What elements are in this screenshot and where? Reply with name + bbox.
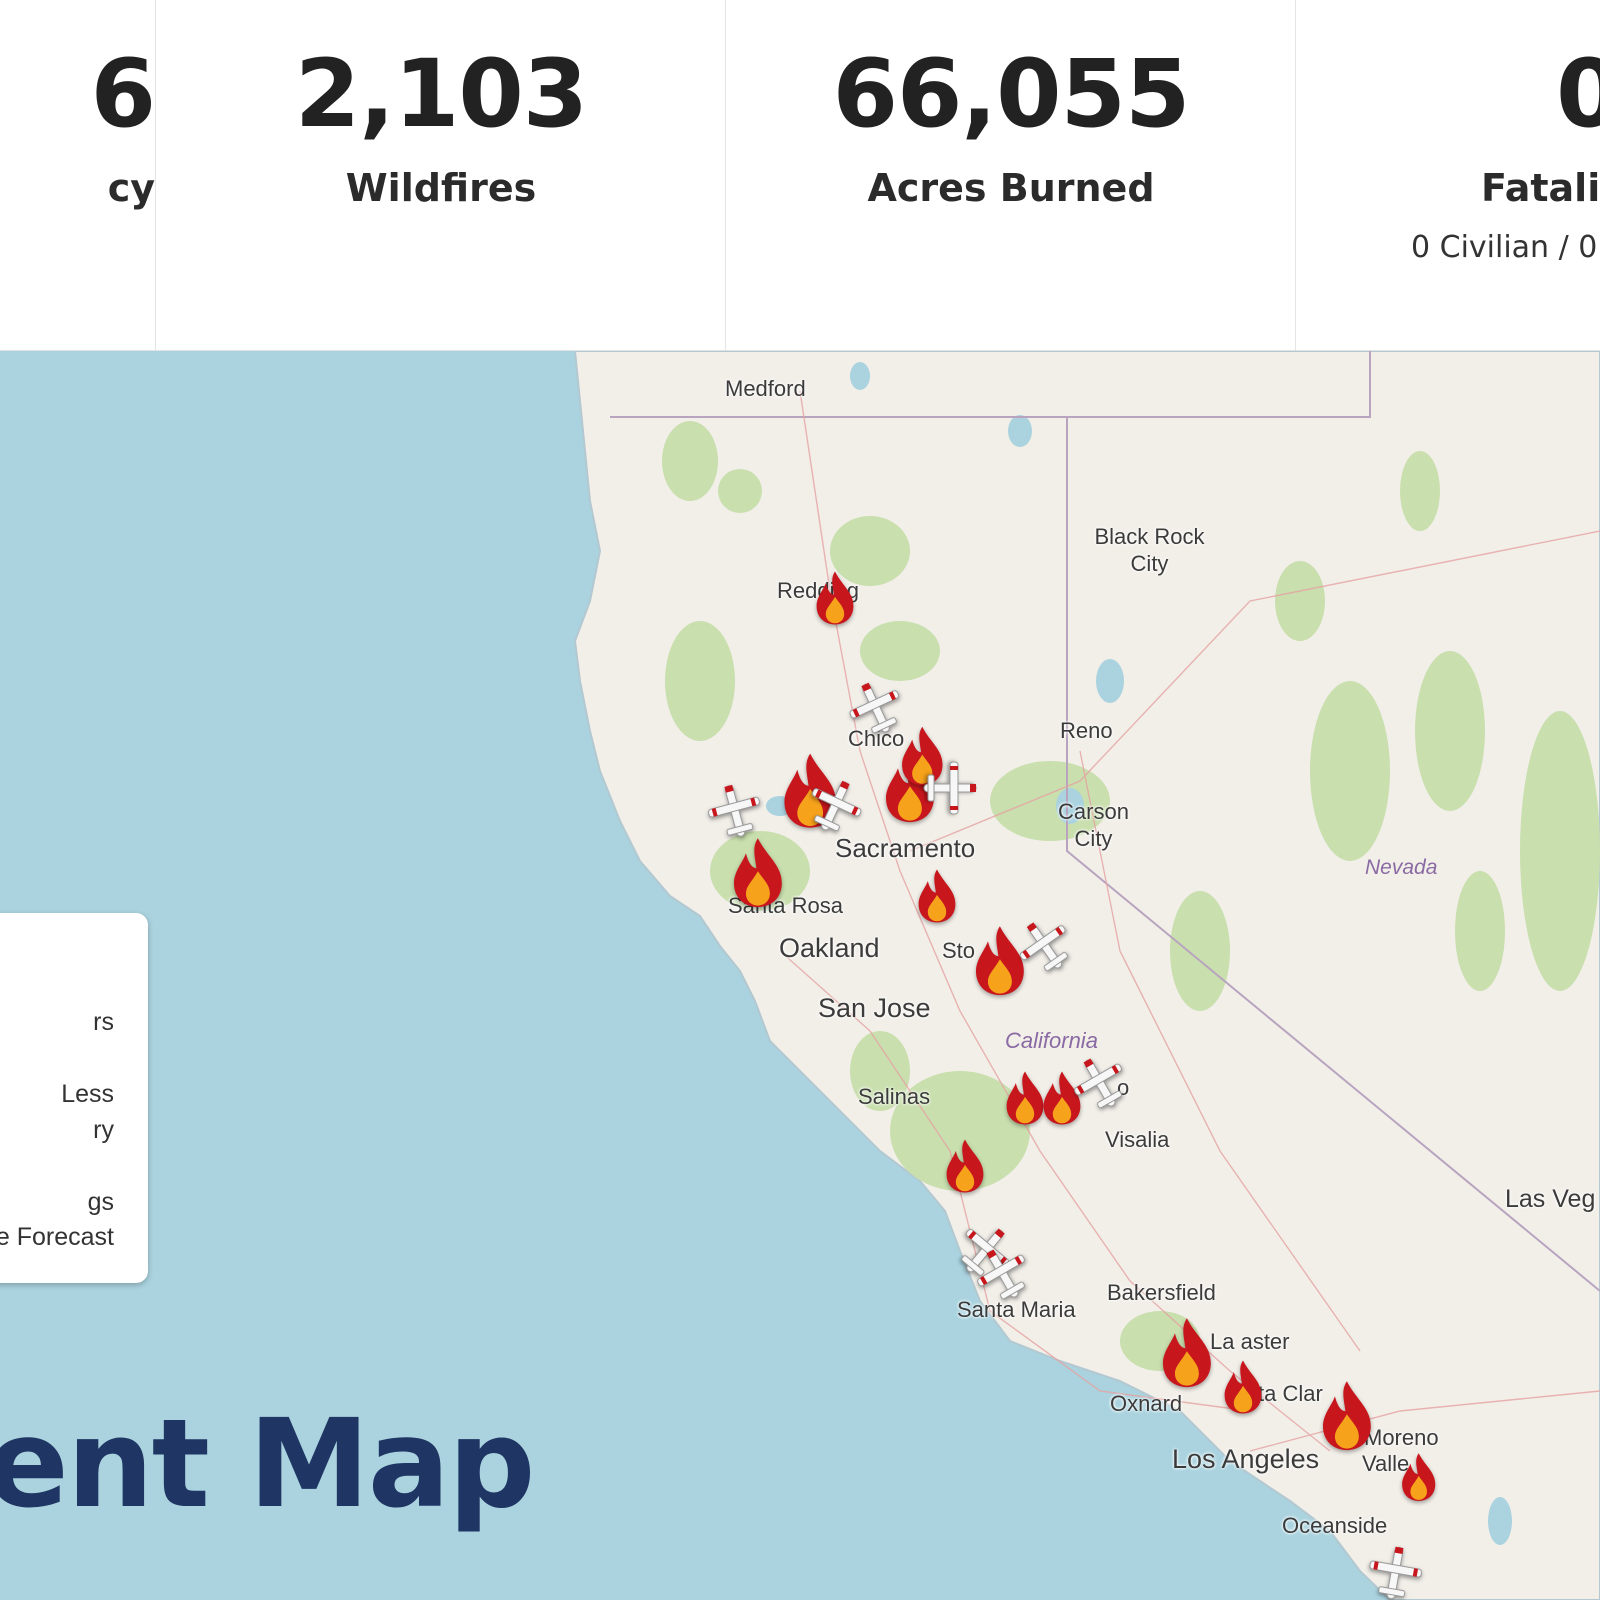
stat-fatalities: 0 Fatalit 0 Civilian / 0 (1295, 0, 1600, 350)
stat-wildfires: 2,103 Wildfires (155, 0, 726, 350)
city-label-oceanside: Oceanside (1282, 1513, 1388, 1538)
page-heading: ent Map (0, 1393, 535, 1535)
state-label-california: California (1005, 1028, 1098, 1053)
stat-value: 0 (1296, 48, 1600, 142)
city-label-salinas: Salinas (858, 1084, 931, 1109)
stat-value: 6 (90, 40, 155, 149)
stat-value: 66,055 (832, 40, 1191, 149)
fire-icon[interactable] (1039, 1069, 1085, 1127)
stats-bar: 6 cy 2,103 Wildfires 66,055 Acres Burned… (0, 0, 1600, 351)
fire-icon[interactable] (1220, 1358, 1266, 1416)
airplane-icon[interactable] (1360, 1538, 1430, 1600)
airplane-icon[interactable] (962, 1233, 1044, 1315)
city-label-moreno-valley: Valle (1362, 1451, 1410, 1476)
city-label-san-jose: San Jose (818, 993, 931, 1023)
fire-icon[interactable] (1398, 1451, 1439, 1503)
city-label-sacramento: Sacramento (835, 833, 976, 863)
airplane-icon[interactable] (1003, 904, 1087, 988)
legend-item: Less (61, 1080, 114, 1108)
legend-item: gs (87, 1188, 114, 1216)
stat-value: 2,103 (294, 40, 588, 149)
map-legend: rs Less ry gs e Forecast (0, 913, 148, 1283)
fire-icon[interactable] (942, 1137, 988, 1195)
city-label-lancaster: La aster (1210, 1329, 1290, 1354)
fire-icon[interactable] (728, 835, 788, 910)
airplane-icon[interactable] (1059, 1042, 1141, 1124)
airplane-icon[interactable] (795, 766, 875, 846)
airplane-icon[interactable] (698, 774, 771, 847)
fire-icon[interactable] (1002, 1069, 1048, 1127)
stat-acres-burned: 66,055 Acres Burned (725, 0, 1296, 350)
fire-icon[interactable] (812, 569, 858, 627)
city-label-oakland: Oakland (779, 933, 880, 963)
fire-icon[interactable] (1157, 1315, 1217, 1390)
stat-label: Acres Burned (867, 166, 1155, 210)
city-label-black-rock-city: Black Rock City (1094, 524, 1205, 576)
legend-item: rs (93, 1008, 114, 1036)
map-basemap (573, 351, 1600, 1600)
city-label-carson-city: Carson City (1058, 799, 1129, 851)
city-label-santa-maria: Santa Maria (957, 1297, 1076, 1322)
stat-label: Wildfires (345, 166, 537, 210)
city-label-reno: Reno (1060, 718, 1113, 743)
city-label-bakersfield: Bakersfield (1107, 1280, 1216, 1305)
legend-item: ry (93, 1116, 114, 1144)
stat-sublabel: 0 Civilian / 0 (1411, 230, 1598, 265)
incident-map[interactable]: California Nevada Medford Redding Black … (0, 351, 1600, 1600)
fire-icon[interactable] (970, 923, 1030, 998)
fire-icon[interactable] (880, 750, 940, 825)
fire-icon[interactable] (1317, 1378, 1377, 1453)
legend-item: e Forecast (0, 1223, 114, 1251)
airplane-icon[interactable] (920, 758, 980, 818)
fire-icon[interactable] (914, 867, 960, 925)
state-borders (610, 351, 1600, 1292)
stat-evacuation: 6 cy (0, 0, 155, 350)
city-label-las-vegas: Las Veg (1505, 1185, 1596, 1213)
stat-label: cy (107, 166, 155, 210)
city-label-stockton: Sto (942, 938, 976, 963)
state-label-nevada: Nevada (1365, 856, 1438, 879)
city-label-medford: Medford (725, 376, 806, 401)
airplane-icon[interactable] (836, 668, 916, 748)
city-label-los-angeles: Los Angeles (1172, 1444, 1320, 1474)
land-area (573, 351, 1600, 1600)
fire-icon[interactable] (897, 724, 948, 788)
city-label-oxnard: Oxnard (1110, 1391, 1183, 1416)
stat-label: Fatalit (1481, 166, 1600, 210)
city-label-moreno: Moreno (1364, 1425, 1439, 1450)
city-label-visalia: Visalia (1105, 1127, 1170, 1152)
